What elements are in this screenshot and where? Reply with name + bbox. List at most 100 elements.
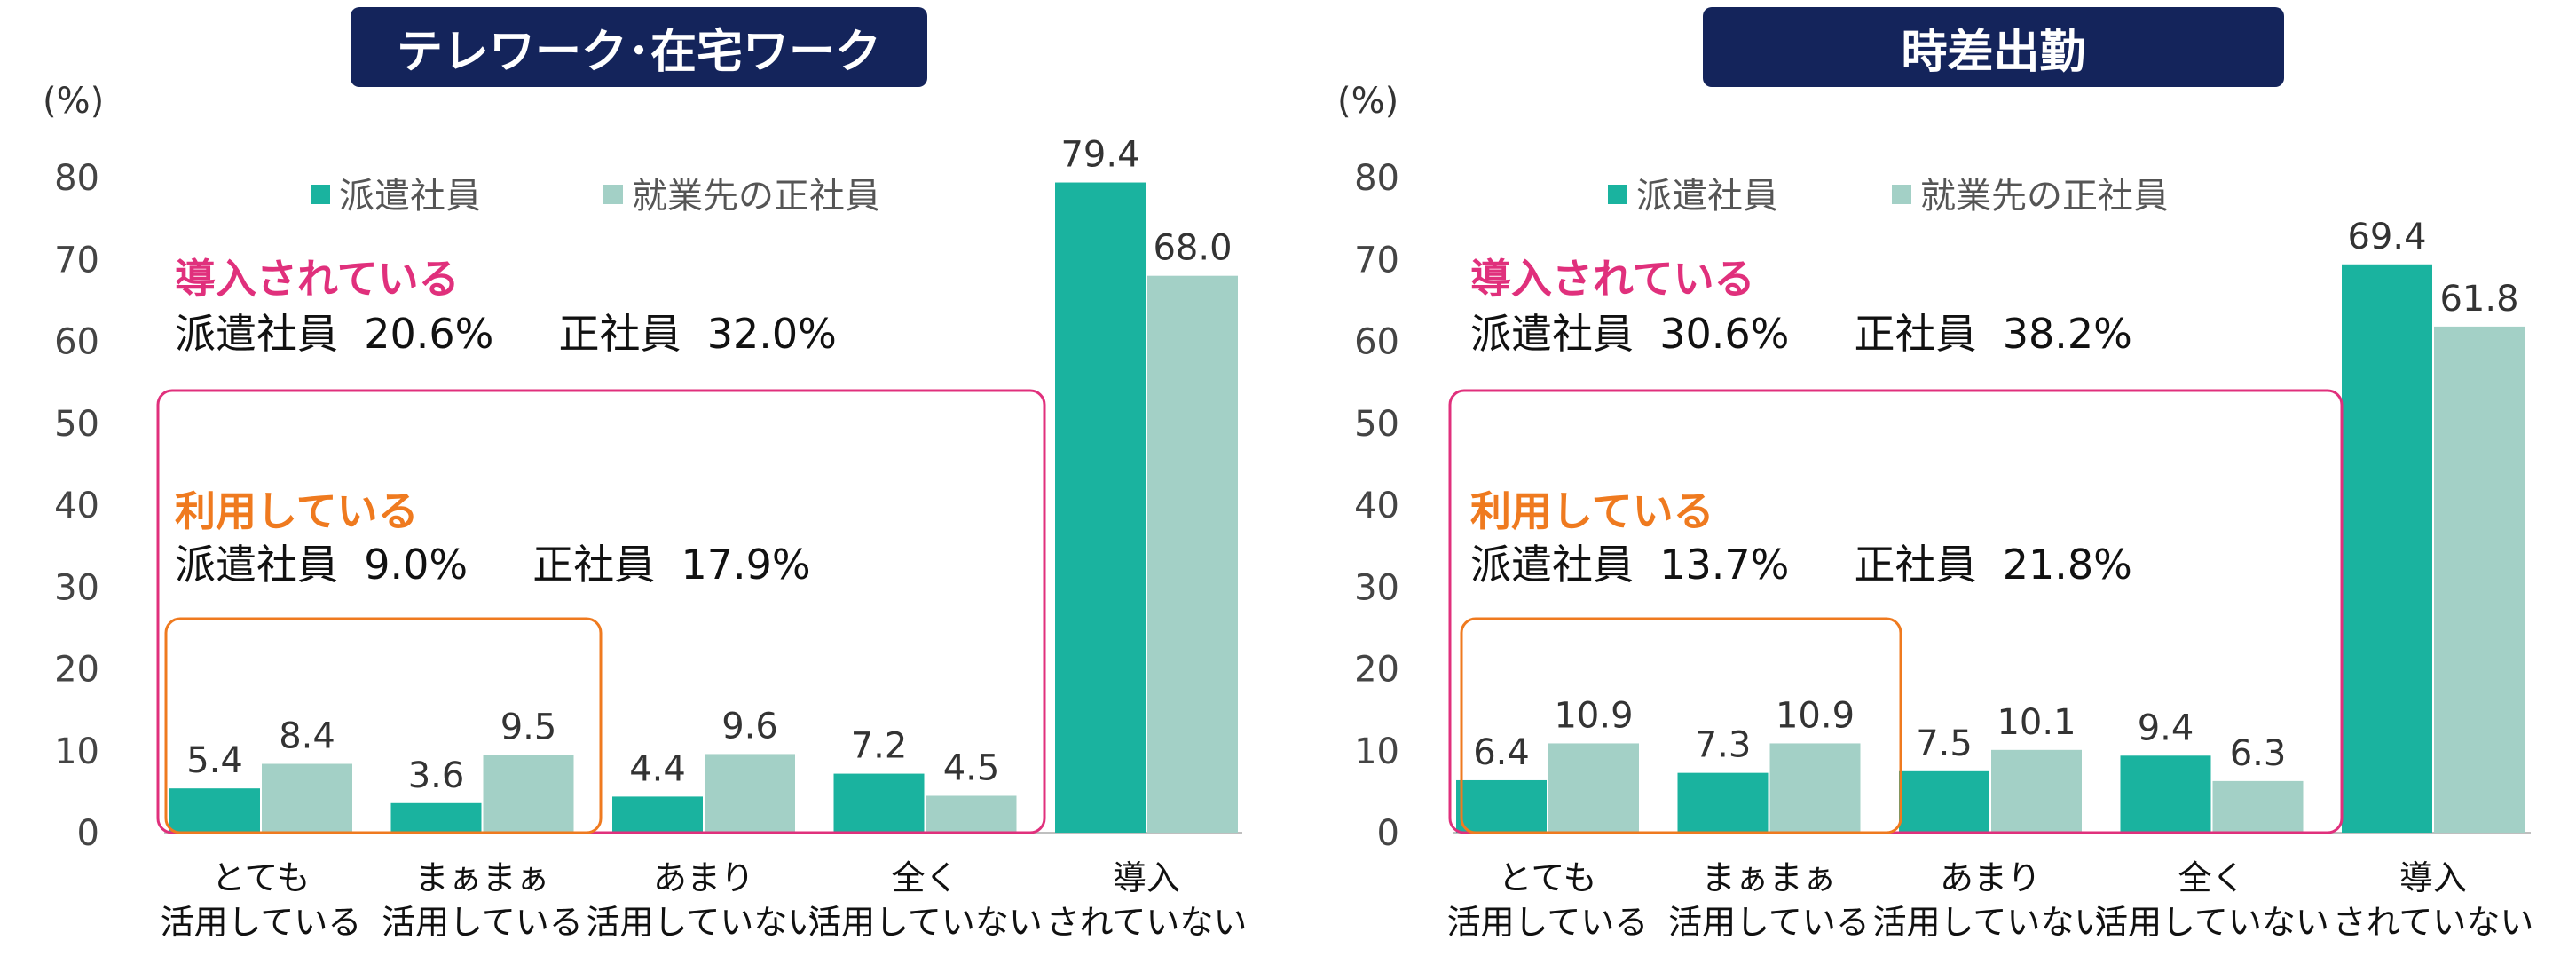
chart-panel-telework: テレワーク･在宅ワーク (%) 0 10 20 30 40 50 60 70 80 5.4 8.4 とて… (43, 7, 1248, 942)
highlight-box-using (164, 617, 603, 834)
data-label: 6.4 (1473, 732, 1530, 773)
y-tick-label: 50 (54, 404, 99, 445)
y-tick-label: 70 (54, 240, 99, 281)
bar-dispatched (1899, 770, 1989, 833)
x-tick-label: 活用している (1668, 903, 1870, 942)
legend-swatch-regular (603, 185, 623, 204)
data-label: 6.3 (2230, 733, 2287, 774)
x-tick-label: されていない (2333, 903, 2534, 942)
data-label: 5.4 (186, 740, 243, 781)
bar-dispatched (390, 802, 482, 833)
callout-using-heading: 利用している (175, 487, 419, 535)
bar-regular (1548, 743, 1639, 833)
callout-introduced-heading: 導入されている (1470, 255, 1755, 303)
x-tick-label: 全く (891, 858, 958, 897)
data-label: 7.2 (851, 726, 908, 767)
data-label: 9.6 (721, 706, 778, 747)
data-label: 79.4 (1060, 135, 1139, 176)
x-tick-label: 活用している (161, 903, 362, 942)
highlight-box-using (1460, 617, 1902, 834)
x-tick-label: 全く (2178, 858, 2245, 897)
y-tick-label: 80 (1354, 158, 1399, 199)
y-tick-label: 40 (1354, 486, 1399, 526)
y-axis-unit: (%) (43, 81, 104, 122)
bar-regular (926, 795, 1017, 833)
x-tick-label: あまり (653, 858, 754, 897)
y-tick-label: 80 (54, 158, 99, 199)
legend-swatch-dispatched (311, 185, 330, 204)
bar-dispatched (2120, 755, 2211, 833)
bar-regular (1991, 749, 2082, 833)
data-label: 3.6 (408, 755, 465, 796)
x-tick-label: まぁまぁ (1701, 858, 1836, 897)
callout-using-values: 派遣社員 13.7% 正社員 21.8% (1470, 541, 2132, 589)
bar-regular (262, 763, 352, 833)
x-tick-label: 活用している (1447, 903, 1649, 942)
y-tick-label: 10 (1354, 731, 1399, 772)
bar-dispatched (612, 796, 703, 833)
x-tick-label: 活用していない (587, 903, 822, 942)
chart-title: 時差出勤 (1703, 7, 2284, 87)
y-tick-label: 20 (1354, 650, 1399, 691)
x-tick-label: 活用している (382, 903, 583, 942)
data-label: 10.1 (1997, 702, 2076, 743)
legend-label-regular: 就業先の正社員 (632, 176, 880, 217)
x-tick-label: まぁまぁ (414, 858, 549, 897)
y-tick-label: 10 (54, 731, 99, 772)
y-axis-unit: (%) (1337, 81, 1398, 122)
data-label: 68.0 (1153, 228, 1232, 269)
y-tick-label: 0 (1377, 813, 1399, 854)
legend-label-dispatched: 派遣社員 (1636, 176, 1778, 217)
bar-dispatched (1055, 182, 1146, 833)
data-label: 7.5 (1916, 723, 1973, 764)
y-tick-label: 40 (54, 486, 99, 526)
bar-regular (483, 755, 574, 833)
data-label: 4.4 (629, 748, 686, 789)
bar-dispatched (1677, 772, 1769, 833)
x-tick-label: 活用していない (1873, 903, 2108, 942)
x-tick-label: とても (212, 858, 311, 897)
callout-introduced-values: 派遣社員 30.6% 正社員 38.2% (1470, 310, 2132, 358)
x-tick-label: 活用していない (807, 903, 1043, 942)
bar-regular (705, 754, 795, 833)
data-label: 8.4 (279, 716, 335, 757)
chart-panel-staggered-commute: 時差出勤 (%) 0 10 20 30 40 50 60 70 80 6.4 10.9 とても活用してい… (1288, 0, 2576, 964)
x-tick-label: 導入 (1113, 858, 1180, 897)
highlight-box-introduced (1448, 389, 2344, 834)
data-label: 9.4 (2138, 707, 2194, 748)
callout-using-heading: 利用している (1470, 487, 1714, 535)
x-tick-label: 活用していない (2094, 903, 2329, 942)
x-tick-label: あまり (1940, 858, 2041, 897)
highlight-box-introduced (156, 389, 1046, 834)
x-tick-label: されていない (1046, 903, 1248, 942)
bar-regular (2434, 326, 2525, 833)
bar-dispatched (169, 788, 260, 833)
y-tick-label: 20 (54, 650, 99, 691)
chart-title: テレワーク･在宅ワーク (351, 7, 927, 87)
y-tick-label: 30 (1354, 567, 1399, 608)
data-label: 10.9 (1776, 695, 1855, 736)
y-tick-label: 70 (1354, 240, 1399, 281)
legend-swatch-dispatched (1608, 185, 1627, 204)
bar-regular (1147, 275, 1238, 833)
data-label: 4.5 (943, 747, 1000, 788)
data-label: 61.8 (2439, 279, 2518, 320)
bar-dispatched (1456, 779, 1547, 833)
bar-regular (1769, 743, 1861, 833)
callout-using-values: 派遣社員 9.0% 正社員 17.9% (175, 541, 811, 589)
y-tick-label: 50 (1354, 404, 1399, 445)
x-tick-label: とても (1499, 858, 1597, 897)
callout-introduced-values: 派遣社員 20.6% 正社員 32.0% (175, 310, 837, 358)
legend-label-dispatched: 派遣社員 (339, 176, 481, 217)
y-tick-label: 60 (54, 322, 99, 363)
data-label: 9.5 (500, 707, 557, 747)
y-tick-label: 60 (1354, 322, 1399, 363)
legend-swatch-regular (1892, 185, 1911, 204)
data-label: 7.3 (1695, 725, 1752, 766)
y-tick-label: 0 (77, 813, 99, 854)
x-tick-label: 導入 (2399, 858, 2467, 897)
data-label: 69.4 (2347, 217, 2426, 257)
bar-dispatched (2342, 264, 2432, 833)
